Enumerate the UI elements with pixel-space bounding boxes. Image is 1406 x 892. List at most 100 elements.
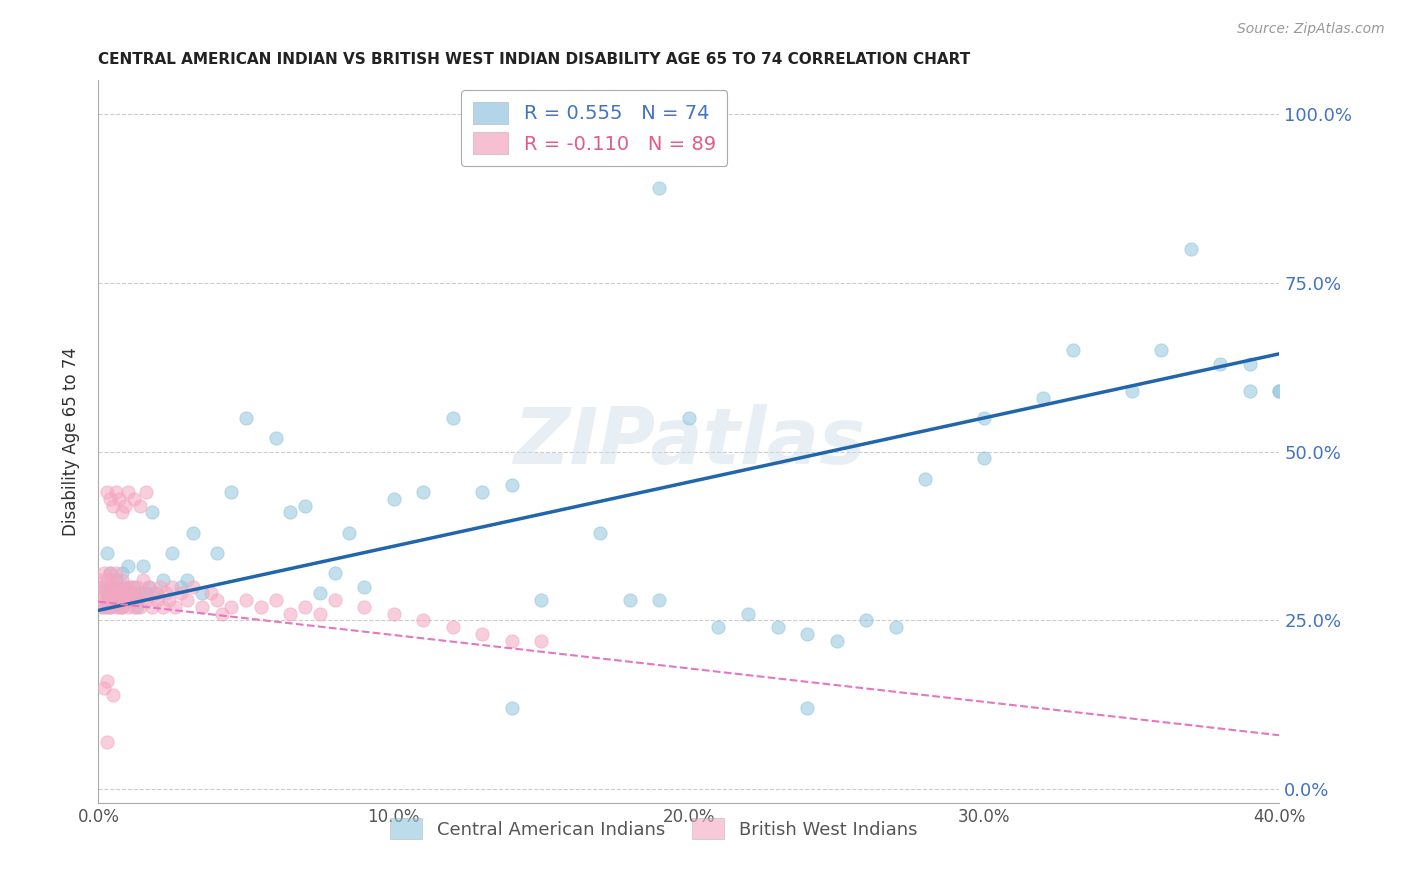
Point <box>441 411 464 425</box>
Point <box>155 586 177 600</box>
Point <box>146 593 169 607</box>
Text: CENTRAL AMERICAN INDIAN VS BRITISH WEST INDIAN DISABILITY AGE 65 TO 74 CORRELATI: CENTRAL AMERICAN INDIAN VS BRITISH WEST … <box>98 52 970 67</box>
Point <box>648 593 671 607</box>
Point <box>93 681 115 695</box>
Point <box>294 499 316 513</box>
Point <box>128 586 150 600</box>
Point <box>103 593 125 607</box>
Point <box>105 485 128 500</box>
Point <box>181 580 204 594</box>
Point <box>162 546 183 560</box>
Point <box>132 559 155 574</box>
Point <box>678 411 700 425</box>
Point <box>1150 343 1173 358</box>
Point <box>162 580 183 594</box>
Point <box>530 633 553 648</box>
Point <box>309 607 332 621</box>
Point <box>280 505 302 519</box>
Point <box>1121 384 1143 398</box>
Point <box>98 593 121 607</box>
Point <box>825 633 848 648</box>
Point <box>98 566 121 581</box>
Point <box>501 701 523 715</box>
Point <box>96 573 118 587</box>
Point <box>235 411 257 425</box>
Point <box>111 599 134 614</box>
Point <box>152 599 174 614</box>
Point <box>114 499 136 513</box>
Point <box>111 505 134 519</box>
Text: ZIPatlas: ZIPatlas <box>513 403 865 480</box>
Point <box>1062 343 1084 358</box>
Point <box>135 485 157 500</box>
Point <box>141 505 163 519</box>
Point <box>323 566 346 581</box>
Point <box>108 580 131 594</box>
Point <box>108 593 131 607</box>
Point <box>501 478 523 492</box>
Point <box>96 593 118 607</box>
Point <box>141 599 163 614</box>
Point <box>90 580 112 594</box>
Point <box>96 674 118 689</box>
Point <box>205 593 228 607</box>
Point <box>235 593 257 607</box>
Point <box>412 614 434 628</box>
Point <box>135 593 157 607</box>
Point <box>105 586 128 600</box>
Point <box>105 573 128 587</box>
Point <box>855 614 877 628</box>
Point <box>1209 357 1232 371</box>
Point <box>170 580 193 594</box>
Point <box>120 593 142 607</box>
Point <box>108 599 131 614</box>
Point <box>132 586 155 600</box>
Point <box>146 586 169 600</box>
Point <box>128 499 150 513</box>
Point <box>1239 384 1261 398</box>
Point <box>707 620 730 634</box>
Point <box>1032 391 1054 405</box>
Point <box>96 485 118 500</box>
Point <box>117 485 139 500</box>
Point <box>128 599 150 614</box>
Point <box>108 491 131 506</box>
Point <box>111 573 134 587</box>
Point <box>122 586 145 600</box>
Point <box>309 586 332 600</box>
Point <box>103 580 125 594</box>
Legend: Central American Indians, British West Indians: Central American Indians, British West I… <box>381 809 927 848</box>
Point <box>138 580 160 594</box>
Point <box>1268 384 1291 398</box>
Point <box>122 599 145 614</box>
Point <box>766 620 789 634</box>
Point <box>441 620 464 634</box>
Point <box>135 586 157 600</box>
Point <box>382 607 405 621</box>
Point <box>165 599 187 614</box>
Point <box>157 593 180 607</box>
Point <box>117 580 139 594</box>
Point <box>90 573 112 587</box>
Point <box>105 599 128 614</box>
Point <box>96 599 118 614</box>
Point <box>170 586 193 600</box>
Point <box>93 580 115 594</box>
Point <box>191 586 214 600</box>
Point <box>117 593 139 607</box>
Point <box>120 580 142 594</box>
Point <box>471 485 494 500</box>
Point <box>648 181 671 195</box>
Point <box>280 607 302 621</box>
Point <box>353 580 375 594</box>
Point <box>93 593 115 607</box>
Point <box>973 411 995 425</box>
Point <box>122 580 145 594</box>
Point <box>90 586 112 600</box>
Point <box>125 599 148 614</box>
Point <box>98 580 121 594</box>
Point <box>1268 384 1291 398</box>
Point <box>103 586 125 600</box>
Point <box>589 525 612 540</box>
Point <box>132 573 155 587</box>
